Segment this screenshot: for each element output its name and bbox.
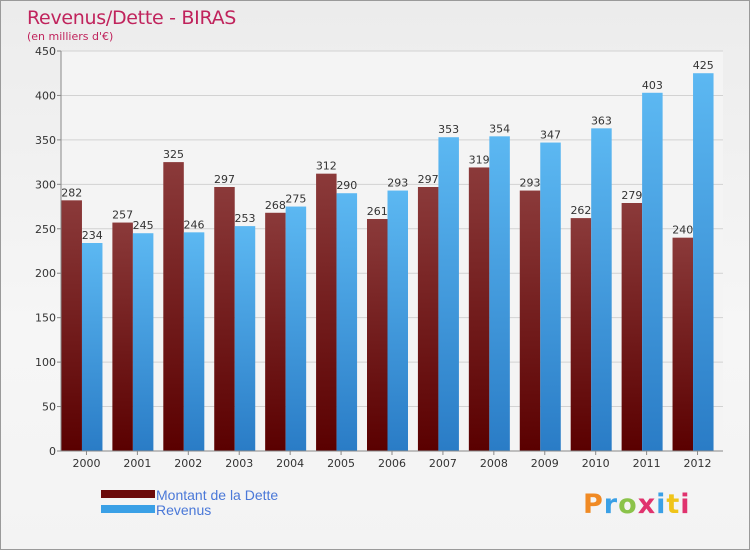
bar-dette-2010 bbox=[570, 218, 592, 451]
bars bbox=[61, 73, 714, 452]
x-tick-label-2006: 2006 bbox=[378, 457, 406, 470]
bar-revenus-2004 bbox=[285, 206, 307, 451]
bar-dette-2007 bbox=[417, 187, 439, 451]
data-label-revenus-2007: 353 bbox=[438, 123, 459, 136]
chart-subtitle: (en milliers d'€) bbox=[27, 30, 114, 43]
data-label-revenus-2011: 403 bbox=[642, 79, 663, 92]
x-tick-label-2001: 2001 bbox=[123, 457, 151, 470]
bar-revenus-2003 bbox=[234, 226, 256, 451]
x-tick-label-2005: 2005 bbox=[327, 457, 355, 470]
bar-dette-2011 bbox=[621, 203, 643, 451]
x-tick-label-2010: 2010 bbox=[582, 457, 610, 470]
logo-letter: t bbox=[666, 489, 681, 520]
bar-revenus-2006 bbox=[387, 190, 408, 452]
bar-dette-2003 bbox=[214, 187, 235, 451]
bar-dette-2009 bbox=[519, 190, 541, 452]
bar-revenus-2001 bbox=[132, 233, 154, 451]
data-label-dette-2011: 279 bbox=[621, 189, 642, 202]
bar-revenus-2005 bbox=[336, 193, 358, 451]
data-label-dette-2001: 257 bbox=[112, 209, 133, 222]
legend-swatch-revenus bbox=[101, 505, 155, 513]
y-tick-label: 50 bbox=[42, 401, 56, 414]
data-label-revenus-2012: 425 bbox=[693, 59, 714, 72]
bar-dette-2002 bbox=[163, 162, 184, 451]
bar-dette-2005 bbox=[316, 173, 337, 451]
logo-letter: x bbox=[637, 489, 657, 520]
data-label-dette-2009: 293 bbox=[520, 177, 541, 190]
data-label-dette-2002: 325 bbox=[163, 148, 184, 161]
x-tick-label-2002: 2002 bbox=[174, 457, 202, 470]
data-label-dette-2004: 268 bbox=[265, 199, 286, 212]
y-tick-label: 250 bbox=[35, 223, 56, 236]
y-tick-label: 300 bbox=[35, 178, 56, 191]
data-label-revenus-2004: 275 bbox=[285, 193, 306, 206]
bar-revenus-2007 bbox=[438, 137, 459, 451]
data-label-revenus-2002: 246 bbox=[184, 218, 205, 231]
x-tick-label-2009: 2009 bbox=[531, 457, 559, 470]
data-label-dette-2000: 282 bbox=[61, 186, 82, 199]
logo-letter: o bbox=[618, 489, 638, 520]
bar-dette-2000 bbox=[61, 200, 82, 451]
data-label-revenus-2003: 253 bbox=[234, 212, 255, 225]
bar-dette-2008 bbox=[468, 167, 490, 451]
x-tick-label-2012: 2012 bbox=[684, 457, 712, 470]
bar-revenus-2000 bbox=[81, 243, 103, 451]
bar-revenus-2002 bbox=[183, 232, 205, 451]
bar-dette-2012 bbox=[672, 237, 694, 451]
legend-swatch-debt bbox=[101, 490, 155, 498]
data-label-revenus-2005: 290 bbox=[336, 179, 357, 192]
data-label-dette-2007: 297 bbox=[418, 173, 439, 186]
data-label-dette-2012: 240 bbox=[672, 224, 693, 237]
x-tick-label-2008: 2008 bbox=[480, 457, 508, 470]
x-tick-label-2011: 2011 bbox=[633, 457, 661, 470]
bar-revenus-2012 bbox=[693, 73, 714, 451]
bar-revenus-2011 bbox=[642, 92, 663, 452]
logo-letter: P bbox=[583, 489, 604, 520]
data-label-revenus-2006: 293 bbox=[387, 177, 408, 190]
y-tick-label: 350 bbox=[35, 134, 56, 147]
y-tick-label: 150 bbox=[35, 312, 56, 325]
data-label-revenus-2000: 234 bbox=[82, 229, 103, 242]
logo-letter: i bbox=[656, 489, 667, 520]
data-label-revenus-2010: 363 bbox=[591, 114, 612, 127]
x-tick-label-2000: 2000 bbox=[72, 457, 100, 470]
bar-revenus-2010 bbox=[591, 128, 612, 451]
y-tick-label: 0 bbox=[49, 445, 56, 458]
axes: 0 50 100 150 200 250 300 350 400 450 2000 2001 2002 2… bbox=[35, 45, 723, 470]
bar-dette-2006 bbox=[367, 219, 388, 451]
data-label-revenus-2009: 347 bbox=[540, 129, 561, 142]
bar-dette-2004 bbox=[265, 212, 286, 451]
proxiti-logo: Proxiti bbox=[583, 489, 691, 520]
bar-revenus-2009 bbox=[540, 142, 561, 452]
data-label-dette-2005: 312 bbox=[316, 160, 337, 173]
data-label-dette-2003: 297 bbox=[214, 173, 235, 186]
logo-letter: i bbox=[680, 489, 691, 520]
x-tick-label-2004: 2004 bbox=[276, 457, 304, 470]
bar-dette-2001 bbox=[112, 222, 133, 451]
legend-label-debt: Montant de la Dette bbox=[156, 487, 279, 503]
y-tick-label: 100 bbox=[35, 356, 56, 369]
x-tick-label-2003: 2003 bbox=[225, 457, 253, 470]
logo-letter: r bbox=[603, 489, 619, 520]
y-tick-label: 400 bbox=[35, 89, 56, 102]
chart-title: Revenus/Dette - BIRAS bbox=[27, 7, 237, 29]
data-label-dette-2010: 262 bbox=[570, 204, 591, 217]
legend-label-revenus: Revenus bbox=[156, 502, 212, 518]
x-tick-label-2007: 2007 bbox=[429, 457, 457, 470]
data-label-revenus-2008: 354 bbox=[489, 122, 510, 135]
data-label-revenus-2001: 245 bbox=[133, 219, 154, 232]
y-tick-label: 450 bbox=[35, 45, 56, 58]
bar-revenus-2008 bbox=[489, 136, 510, 452]
data-label-dette-2008: 319 bbox=[469, 153, 490, 166]
data-label-dette-2006: 261 bbox=[367, 205, 388, 218]
y-tick-label: 200 bbox=[35, 267, 56, 280]
